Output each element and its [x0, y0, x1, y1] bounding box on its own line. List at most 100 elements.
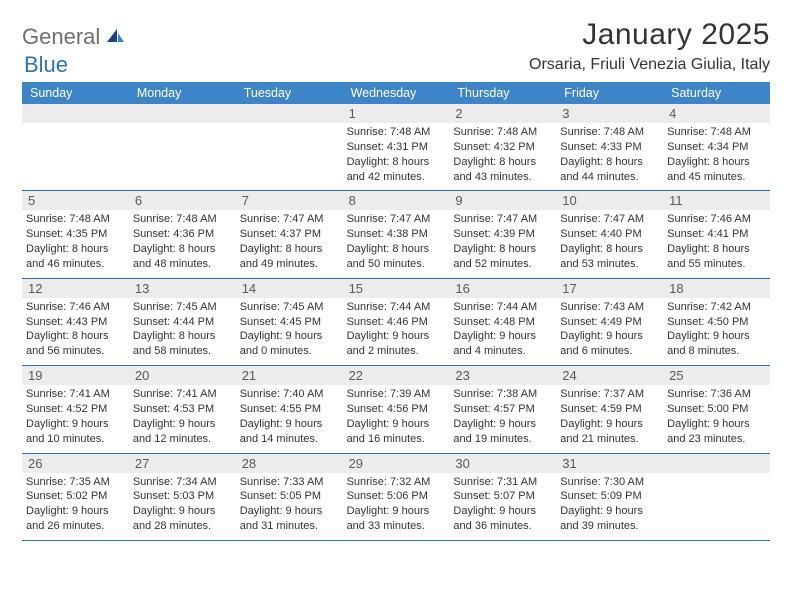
day-number — [28, 106, 123, 121]
sunset-line: Sunset: 4:32 PM — [453, 140, 552, 155]
daylight-line: and 31 minutes. — [240, 519, 339, 534]
sunset-line: Sunset: 4:43 PM — [26, 315, 125, 330]
daynum-wrap: 8 — [343, 191, 450, 210]
sunset-line: Sunset: 4:31 PM — [347, 140, 446, 155]
daylight-line: and 42 minutes. — [347, 170, 446, 185]
day-number: 26 — [28, 456, 123, 471]
daynum-wrap: 4 — [663, 104, 770, 123]
day-number: 21 — [242, 368, 337, 383]
location: Orsaria, Friuli Venezia Giulia, Italy — [529, 56, 770, 74]
sunset-line: Sunset: 4:55 PM — [240, 402, 339, 417]
sunset-line: Sunset: 5:03 PM — [133, 489, 232, 504]
sunset-line: Sunset: 4:39 PM — [453, 227, 552, 242]
daynum-wrap: 7 — [236, 191, 343, 210]
sunrise-line: Sunrise: 7:48 AM — [560, 125, 659, 140]
day-cell: 22Sunrise: 7:39 AMSunset: 4:56 PMDayligh… — [343, 366, 450, 452]
sunset-line: Sunset: 5:00 PM — [667, 402, 766, 417]
day-number: 16 — [455, 281, 550, 296]
day-cell: 27Sunrise: 7:34 AMSunset: 5:03 PMDayligh… — [129, 454, 236, 540]
sunrise-line: Sunrise: 7:47 AM — [347, 212, 446, 227]
daynum-wrap: 30 — [449, 454, 556, 473]
sunset-line: Sunset: 4:33 PM — [560, 140, 659, 155]
day-number — [242, 106, 337, 121]
header: General January 2025 Orsaria, Friuli Ven… — [22, 18, 770, 74]
sunrise-line: Sunrise: 7:35 AM — [26, 475, 125, 490]
daylight-line: Daylight: 9 hours — [240, 504, 339, 519]
sunset-line: Sunset: 5:06 PM — [347, 489, 446, 504]
week-row: 26Sunrise: 7:35 AMSunset: 5:02 PMDayligh… — [22, 454, 770, 541]
sunset-line: Sunset: 5:05 PM — [240, 489, 339, 504]
daylight-line: and 0 minutes. — [240, 344, 339, 359]
logo-text-blue: Blue — [24, 52, 68, 77]
sunrise-line: Sunrise: 7:42 AM — [667, 300, 766, 315]
day-number: 3 — [562, 106, 657, 121]
sunset-line: Sunset: 4:45 PM — [240, 315, 339, 330]
daylight-line: and 23 minutes. — [667, 432, 766, 447]
day-number: 7 — [242, 193, 337, 208]
day-cell: 8Sunrise: 7:47 AMSunset: 4:38 PMDaylight… — [343, 191, 450, 277]
daynum-wrap: 16 — [449, 279, 556, 298]
day-number: 23 — [455, 368, 550, 383]
sunrise-line: Sunrise: 7:46 AM — [667, 212, 766, 227]
daylight-line: and 58 minutes. — [133, 344, 232, 359]
title-block: January 2025 Orsaria, Friuli Venezia Giu… — [529, 18, 770, 74]
daynum-wrap: 12 — [22, 279, 129, 298]
daynum-wrap: 22 — [343, 366, 450, 385]
daynum-wrap: 9 — [449, 191, 556, 210]
day-number: 10 — [562, 193, 657, 208]
day-number: 8 — [349, 193, 444, 208]
daynum-wrap — [663, 454, 770, 473]
sunrise-line: Sunrise: 7:38 AM — [453, 387, 552, 402]
daynum-wrap: 17 — [556, 279, 663, 298]
day-cell: 3Sunrise: 7:48 AMSunset: 4:33 PMDaylight… — [556, 104, 663, 190]
weeks-container: 1Sunrise: 7:48 AMSunset: 4:31 PMDaylight… — [22, 104, 770, 541]
day-cell: 20Sunrise: 7:41 AMSunset: 4:53 PMDayligh… — [129, 366, 236, 452]
month-title: January 2025 — [529, 18, 770, 52]
day-number: 22 — [349, 368, 444, 383]
daynum-wrap: 6 — [129, 191, 236, 210]
day-number: 11 — [669, 193, 764, 208]
day-cell: 21Sunrise: 7:40 AMSunset: 4:55 PMDayligh… — [236, 366, 343, 452]
sunrise-line: Sunrise: 7:48 AM — [453, 125, 552, 140]
daylight-line: and 19 minutes. — [453, 432, 552, 447]
daylight-line: and 45 minutes. — [667, 170, 766, 185]
daylight-line: and 43 minutes. — [453, 170, 552, 185]
day-cell: 14Sunrise: 7:45 AMSunset: 4:45 PMDayligh… — [236, 279, 343, 365]
day-number: 19 — [28, 368, 123, 383]
day-number: 31 — [562, 456, 657, 471]
day-number: 25 — [669, 368, 764, 383]
day-cell: 26Sunrise: 7:35 AMSunset: 5:02 PMDayligh… — [22, 454, 129, 540]
sunset-line: Sunset: 4:56 PM — [347, 402, 446, 417]
daylight-line: Daylight: 9 hours — [667, 329, 766, 344]
sunrise-line: Sunrise: 7:33 AM — [240, 475, 339, 490]
daylight-line: and 26 minutes. — [26, 519, 125, 534]
day-cell — [663, 454, 770, 540]
daynum-wrap: 27 — [129, 454, 236, 473]
daylight-line: and 8 minutes. — [667, 344, 766, 359]
day-number: 4 — [669, 106, 764, 121]
sunrise-line: Sunrise: 7:48 AM — [133, 212, 232, 227]
sunset-line: Sunset: 4:41 PM — [667, 227, 766, 242]
daylight-line: Daylight: 9 hours — [560, 504, 659, 519]
daylight-line: Daylight: 9 hours — [560, 329, 659, 344]
day-cell: 16Sunrise: 7:44 AMSunset: 4:48 PMDayligh… — [449, 279, 556, 365]
day-number: 9 — [455, 193, 550, 208]
daylight-line: Daylight: 9 hours — [453, 417, 552, 432]
sunset-line: Sunset: 4:34 PM — [667, 140, 766, 155]
daynum-wrap: 13 — [129, 279, 236, 298]
week-row: 19Sunrise: 7:41 AMSunset: 4:52 PMDayligh… — [22, 366, 770, 453]
sunset-line: Sunset: 4:48 PM — [453, 315, 552, 330]
daynum-wrap: 10 — [556, 191, 663, 210]
daylight-line: Daylight: 9 hours — [347, 417, 446, 432]
daylight-line: and 28 minutes. — [133, 519, 232, 534]
sunset-line: Sunset: 4:46 PM — [347, 315, 446, 330]
daylight-line: and 50 minutes. — [347, 257, 446, 272]
daylight-line: Daylight: 9 hours — [240, 417, 339, 432]
sunrise-line: Sunrise: 7:45 AM — [133, 300, 232, 315]
sail-icon — [105, 27, 125, 50]
dow-mon: Monday — [129, 82, 236, 104]
daynum-wrap: 31 — [556, 454, 663, 473]
daylight-line: and 53 minutes. — [560, 257, 659, 272]
daylight-line: Daylight: 8 hours — [26, 242, 125, 257]
day-number: 27 — [135, 456, 230, 471]
